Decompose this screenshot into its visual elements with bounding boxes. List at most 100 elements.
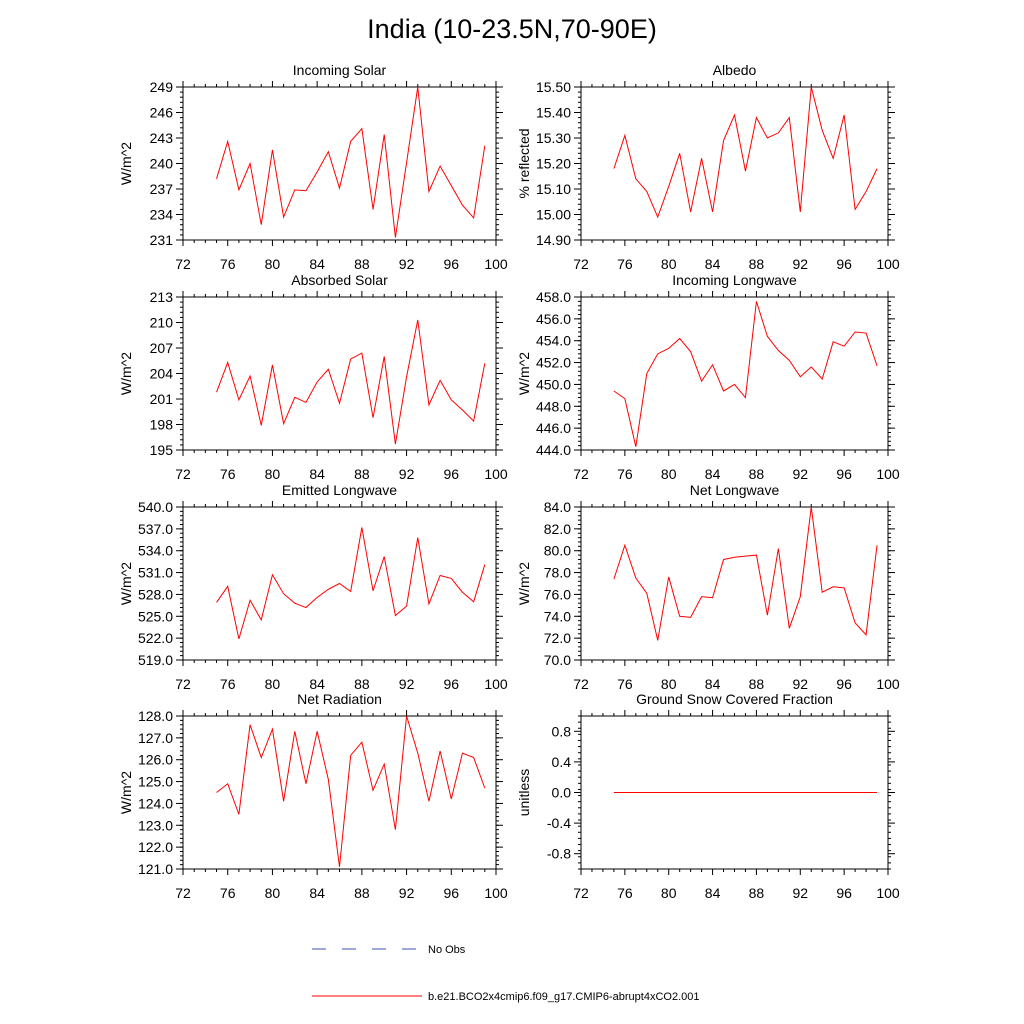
- x-tick-label: 72: [175, 676, 191, 692]
- x-tick-label: 76: [617, 676, 633, 692]
- x-tick-label: 100: [484, 466, 508, 482]
- series-line: [613, 86, 878, 219]
- chart-panel: Incoming Solar W/m^2 72 76 80 84 88 92 96 100 231 2…: [118, 62, 508, 272]
- x-tick-label: 96: [443, 676, 459, 692]
- x-tick-label: 80: [661, 256, 677, 272]
- y-axis-label: W/m^2: [118, 352, 134, 395]
- y-tick-label: 15.40: [536, 105, 571, 121]
- y-tick-label: 70.0: [544, 652, 571, 668]
- x-tick-label: 100: [876, 885, 900, 901]
- y-tick-label: 127.0: [138, 730, 173, 746]
- y-tick-label: 14.90: [536, 232, 571, 248]
- x-tick-label: 72: [573, 256, 589, 272]
- x-tick-label: 72: [175, 466, 191, 482]
- y-tick-label: 534.0: [138, 543, 173, 559]
- series-line: [216, 715, 486, 867]
- panel-title: Emitted Longwave: [282, 482, 397, 498]
- x-tick-label: 72: [175, 885, 191, 901]
- y-tick-label: 198: [150, 417, 174, 433]
- x-tick-label: 100: [484, 256, 508, 272]
- y-tick-label: 522.0: [138, 630, 173, 646]
- y-tick-label: 201: [150, 391, 174, 407]
- x-tick-label: 100: [876, 256, 900, 272]
- x-tick-label: 96: [836, 676, 852, 692]
- y-tick-label: 80.0: [544, 543, 571, 559]
- plot-frame: [580, 296, 889, 451]
- x-tick-label: 80: [265, 885, 281, 901]
- y-tick-label: 76.0: [544, 586, 571, 602]
- legend-label-no-obs: No Obs: [428, 944, 466, 956]
- x-tick-label: 76: [617, 256, 633, 272]
- x-tick-label: 92: [399, 676, 415, 692]
- x-tick-label: 96: [443, 466, 459, 482]
- x-tick-label: 84: [309, 256, 325, 272]
- x-tick-label: 88: [749, 256, 765, 272]
- y-tick-label: 454.0: [536, 333, 571, 349]
- x-tick-label: 76: [220, 256, 236, 272]
- chart-panel: Net Longwave W/m^2 72 76 80 84 88 92 96 100 70.0 72…: [516, 482, 900, 692]
- page-title: India (10-23.5N,70-90E): [367, 14, 657, 44]
- x-tick-label: 80: [265, 466, 281, 482]
- y-tick-label: 0.4: [552, 754, 572, 770]
- x-tick-label: 88: [749, 676, 765, 692]
- panel-title: Absorbed Solar: [291, 272, 388, 288]
- x-tick-label: 88: [354, 466, 370, 482]
- chart-panel: Incoming Longwave W/m^2 72 76 80 84 88 92 96 100 4…: [516, 272, 900, 482]
- y-tick-label: 0.8: [552, 723, 572, 739]
- x-tick-label: 92: [399, 885, 415, 901]
- y-tick-label: 15.20: [536, 156, 571, 172]
- x-tick-label: 76: [617, 466, 633, 482]
- y-tick-label: 82.0: [544, 521, 571, 537]
- x-tick-label: 92: [792, 676, 808, 692]
- y-axis-label: W/m^2: [118, 562, 134, 605]
- x-tick-label: 100: [484, 676, 508, 692]
- x-tick-label: 88: [749, 466, 765, 482]
- x-tick-label: 92: [792, 256, 808, 272]
- y-tick-label: 15.50: [536, 79, 571, 95]
- y-tick-label: 452.0: [536, 355, 571, 371]
- x-tick-label: 84: [705, 466, 721, 482]
- y-tick-label: 84.0: [544, 499, 571, 515]
- chart-panel: Albedo % reflected 72 76 80 84 88 92 96 100 14.90 1…: [516, 62, 900, 272]
- y-tick-label: 458.0: [536, 289, 571, 305]
- y-tick-label: 519.0: [138, 652, 173, 668]
- x-tick-label: 92: [792, 885, 808, 901]
- panel-title: Net Longwave: [690, 482, 780, 498]
- plot-frame: [580, 506, 889, 661]
- x-tick-label: 72: [573, 466, 589, 482]
- x-tick-label: 84: [309, 466, 325, 482]
- chart-panel: Emitted Longwave W/m^2 72 76 80 84 88 92 96 100 51…: [118, 482, 508, 692]
- y-tick-label: 207: [150, 340, 174, 356]
- plot-frame: [580, 86, 889, 241]
- y-tick-label: 450.0: [536, 376, 571, 392]
- y-tick-label: 240: [150, 156, 174, 172]
- y-axis-label: unitless: [516, 769, 532, 816]
- y-tick-label: 246: [150, 105, 174, 121]
- legend-label-model: b.e21.BCO2x4cmip6.f09_g17.CMIP6-abrupt4x…: [428, 991, 700, 1003]
- panel-title: Ground Snow Covered Fraction: [636, 691, 833, 707]
- y-tick-label: 128.0: [138, 708, 173, 724]
- x-tick-label: 80: [265, 256, 281, 272]
- legend: No Obs b.e21.BCO2x4cmip6.f09_g17.CMIP6-ab…: [312, 944, 700, 1003]
- y-tick-label: 525.0: [138, 608, 173, 624]
- y-tick-label: 456.0: [536, 311, 571, 327]
- y-tick-label: 15.10: [536, 181, 571, 197]
- panel-title: Incoming Longwave: [672, 272, 797, 288]
- x-tick-label: 80: [661, 676, 677, 692]
- x-tick-label: 92: [792, 466, 808, 482]
- y-tick-label: 446.0: [536, 420, 571, 436]
- chart-panel: Absorbed Solar W/m^2 72 76 80 84 88 92 96 100 195 1…: [118, 272, 508, 482]
- y-tick-label: -0.4: [547, 815, 571, 831]
- plot-frame: [182, 715, 497, 870]
- y-tick-label: 537.0: [138, 521, 173, 537]
- panel-title: Incoming Solar: [293, 62, 387, 78]
- y-tick-label: 15.30: [536, 130, 571, 146]
- x-tick-label: 88: [354, 885, 370, 901]
- x-tick-label: 80: [661, 466, 677, 482]
- x-tick-label: 96: [836, 256, 852, 272]
- y-axis-label: W/m^2: [118, 771, 134, 814]
- y-tick-label: 210: [150, 315, 174, 331]
- x-tick-label: 76: [220, 676, 236, 692]
- x-tick-label: 72: [573, 885, 589, 901]
